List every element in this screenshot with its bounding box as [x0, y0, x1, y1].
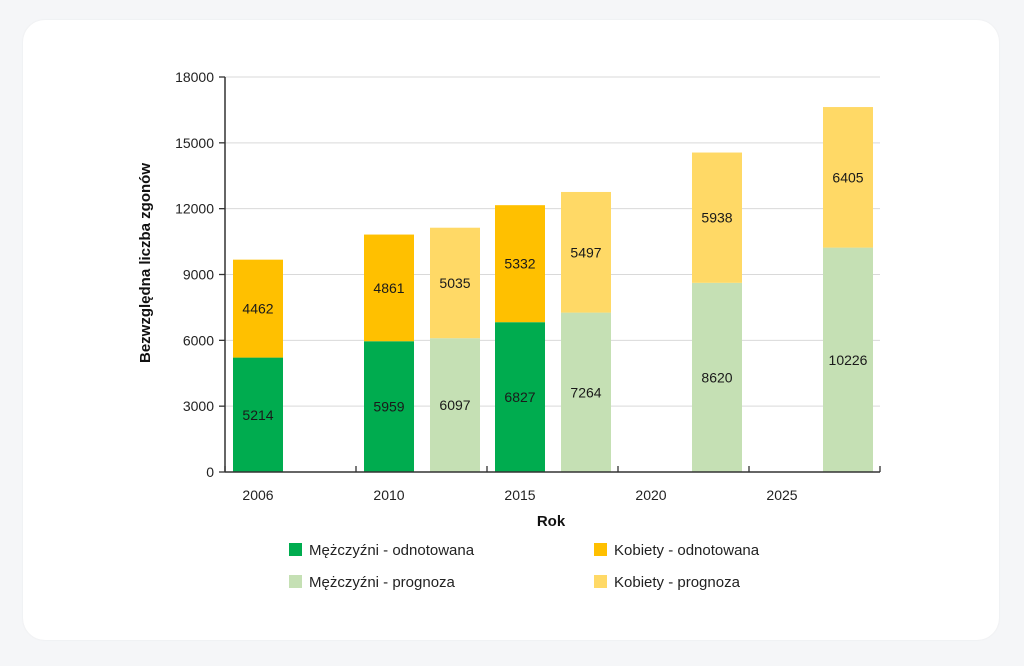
legend-swatch: [289, 575, 302, 588]
bar-segment-women: [692, 152, 742, 283]
bar-segment-men: [561, 312, 611, 472]
x-tick-label: 2010: [373, 487, 404, 503]
gridlines: [225, 76, 880, 407]
data-label-women: 5035: [439, 275, 470, 291]
data-label-men: 6097: [439, 397, 470, 413]
axes: 0 3000 6000 9000 12000 15000 18000 2006 2010 2015…: [175, 69, 881, 503]
x-tick-label: 2025: [766, 487, 797, 503]
data-label-women: 4861: [373, 280, 404, 296]
y-tick-label: 3000: [183, 398, 214, 414]
data-label-men: 5214: [242, 407, 273, 423]
legend-swatch: [594, 543, 607, 556]
data-label-women: 5332: [504, 256, 535, 272]
bar-segment-women: [823, 107, 873, 248]
legend-label: Mężczyźni - prognoza: [309, 574, 456, 591]
y-tick-label: 12000: [175, 201, 214, 217]
legend-swatch: [289, 543, 302, 556]
bar-segment-women: [364, 234, 414, 342]
x-tick-label: 2020: [635, 487, 666, 503]
data-label-men: 10226: [829, 352, 868, 368]
y-tick-label: 18000: [175, 69, 214, 85]
y-tick-label: 15000: [175, 135, 214, 151]
bar-segment-women: [430, 227, 480, 339]
x-tick-label: 2006: [242, 487, 273, 503]
data-label-women: 4462: [242, 301, 273, 317]
bar-segment-men: [823, 247, 873, 472]
bar-segment-women: [495, 205, 545, 323]
bar-segment-men: [692, 282, 742, 472]
bar-segment-women: [561, 191, 611, 313]
x-axis-title: Rok: [537, 513, 566, 530]
bar-segment-men: [430, 338, 480, 472]
y-tick-label: 9000: [183, 267, 214, 283]
legend-swatch: [594, 575, 607, 588]
data-label-men: 5959: [373, 399, 404, 415]
y-tick-label: 6000: [183, 332, 214, 348]
y-tick-label: 0: [206, 464, 214, 480]
y-axis-title: Bezwzględna liczba zgonów: [137, 163, 154, 363]
data-label-men: 6827: [504, 389, 535, 405]
bars: 5214 4462 5959 4861 6097 5035 6827 5332 7264 5497…: [233, 107, 873, 472]
data-label-women: 5497: [570, 244, 601, 260]
data-label-men: 7264: [570, 384, 601, 400]
data-label-men: 8620: [701, 369, 732, 385]
bar-segment-women: [233, 259, 283, 358]
bar-segment-men: [495, 322, 545, 472]
bar-segment-men: [364, 341, 414, 472]
x-tick-label: 2015: [504, 487, 535, 503]
legend-label: Mężczyźni - odnotowana: [309, 542, 475, 559]
legend-label: Kobiety - prognoza: [614, 574, 741, 591]
legend-label: Kobiety - odnotowana: [614, 542, 760, 559]
bar-segment-men: [233, 357, 283, 472]
data-label-women: 6405: [832, 169, 863, 185]
data-label-women: 5938: [701, 210, 732, 226]
legend: Mężczyźni - odnotowana Kobiety - odnotowa…: [289, 542, 760, 591]
